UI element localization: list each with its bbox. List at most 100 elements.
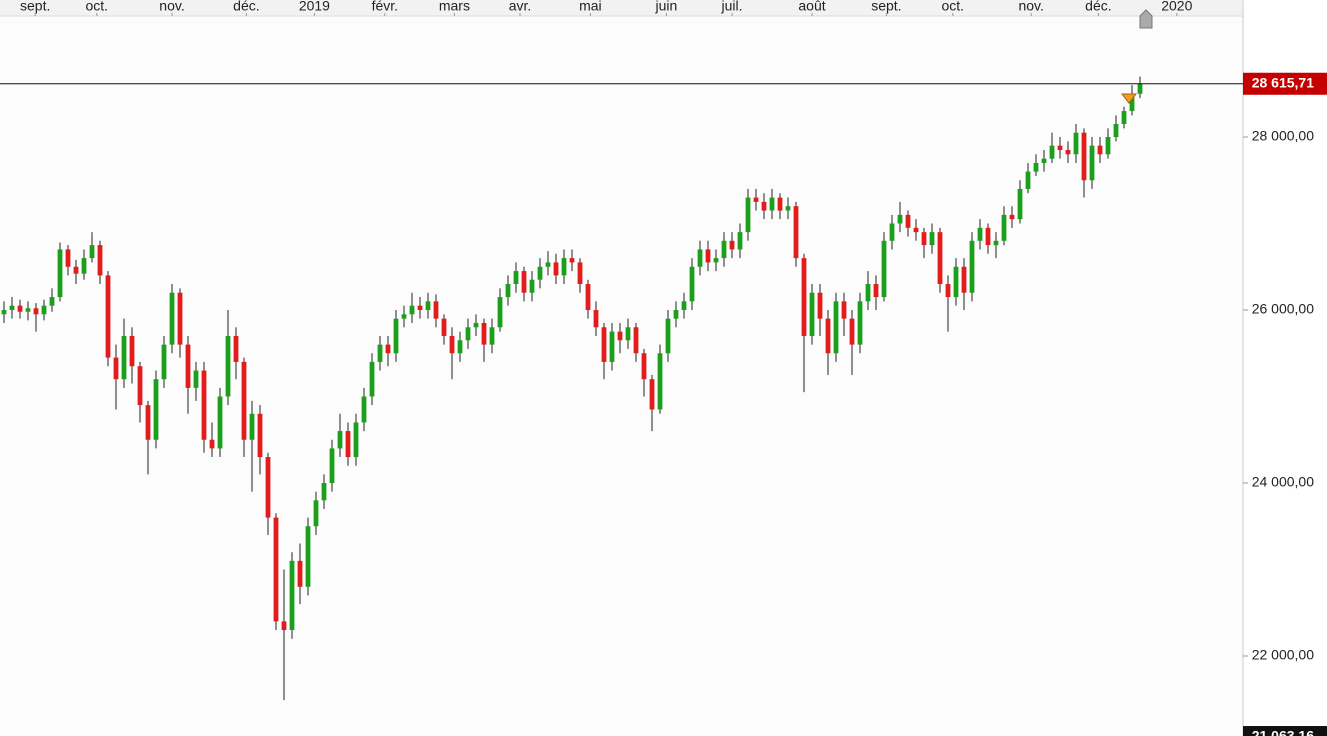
x-tick-label: juil. [720, 0, 742, 14]
candle-body [489, 327, 495, 345]
candle-body [849, 318, 855, 345]
candle-body [97, 245, 103, 276]
candle-body [889, 223, 895, 241]
candle-body [441, 318, 447, 336]
candle-body [777, 197, 783, 211]
candle-body [681, 301, 687, 311]
candle-body [857, 301, 863, 345]
candle-body [217, 396, 223, 449]
candle-body [809, 292, 815, 336]
x-tick-label: oct. [86, 0, 109, 14]
x-tick-label: sept. [871, 0, 901, 14]
candle-body [993, 240, 999, 246]
candle-body [89, 245, 95, 259]
candle-body [601, 327, 607, 362]
candle-body [81, 258, 87, 274]
candle-body [233, 335, 239, 362]
home-icon[interactable] [1139, 9, 1153, 29]
candle-body [921, 232, 927, 246]
candle-body [353, 422, 359, 458]
overlay [1120, 9, 1153, 104]
alert-marker[interactable] [1120, 93, 1138, 104]
candle-body [145, 405, 151, 440]
candle-body [873, 284, 879, 298]
candle-body [1, 310, 7, 315]
candle-body [881, 240, 887, 298]
candle-body [929, 232, 935, 246]
candle-body [377, 344, 383, 362]
candle-body [1049, 145, 1055, 159]
plot-area [0, 16, 1243, 736]
candle-body [321, 482, 327, 501]
candle-body [641, 353, 647, 380]
candle-body [729, 240, 735, 250]
candle-body [33, 308, 39, 315]
candle-body [609, 331, 615, 362]
candle-body [977, 227, 983, 241]
candle-body [569, 258, 575, 263]
x-tick-label: sept. [20, 0, 50, 14]
candle-body [649, 379, 655, 410]
candle-body [1097, 145, 1103, 155]
candle-body [193, 370, 199, 388]
candle-body [513, 271, 519, 285]
candle-body [761, 201, 767, 211]
y-tick-label: 26 000,00 [1252, 301, 1314, 317]
candle-body [249, 413, 255, 440]
candle-body [561, 258, 567, 276]
candle-body [1009, 214, 1015, 220]
x-tick-label: 2020 [1161, 0, 1192, 14]
candle-body [961, 266, 967, 293]
candle-body [745, 197, 751, 233]
candle-body [1129, 93, 1135, 112]
x-tick-label: août [798, 0, 825, 14]
candle-body [721, 240, 727, 259]
candle-body [433, 301, 439, 319]
candle-body [57, 249, 63, 298]
candle-body [1033, 162, 1039, 172]
candle-body [897, 214, 903, 224]
candle-body [1113, 124, 1119, 138]
candle-body [905, 214, 911, 228]
candle-body [73, 266, 79, 274]
candle-body [201, 370, 207, 440]
candle-body [577, 262, 583, 285]
candle-body [1017, 188, 1023, 220]
candle-body [953, 266, 959, 298]
x-tick-label: juin [655, 0, 678, 14]
candle-body [969, 240, 975, 293]
candle-body [257, 413, 263, 458]
candle-body [337, 431, 343, 449]
candle-body [553, 262, 559, 276]
candle-body [457, 340, 463, 354]
candle-body [769, 197, 775, 211]
candle-body [393, 318, 399, 354]
candle-body [129, 335, 135, 367]
candle-body [361, 396, 367, 423]
low-marker-box [1243, 726, 1327, 736]
candle-body [473, 322, 479, 328]
candle-body [593, 310, 599, 328]
candle-body [817, 292, 823, 319]
candle-body [65, 249, 71, 267]
candle-body [297, 560, 303, 587]
candle-body [1001, 214, 1007, 241]
candle-body [121, 335, 127, 380]
candle-body [25, 308, 31, 312]
candle-body [385, 344, 391, 354]
candle-body [945, 284, 951, 298]
last-price-label: 28 615,71 [1252, 74, 1314, 90]
x-tick-label: nov. [159, 0, 184, 14]
candle-body [505, 284, 511, 298]
candle-body [409, 305, 415, 315]
candle-body [1041, 158, 1047, 163]
x-tick-label: 2019 [299, 0, 330, 14]
y-tick-label: 24 000,00 [1252, 474, 1314, 490]
x-tick-label: mars [439, 0, 470, 14]
candle-body [281, 621, 287, 631]
candle-body [449, 335, 455, 354]
last-price-box [1243, 72, 1327, 95]
candle-body [425, 301, 431, 311]
